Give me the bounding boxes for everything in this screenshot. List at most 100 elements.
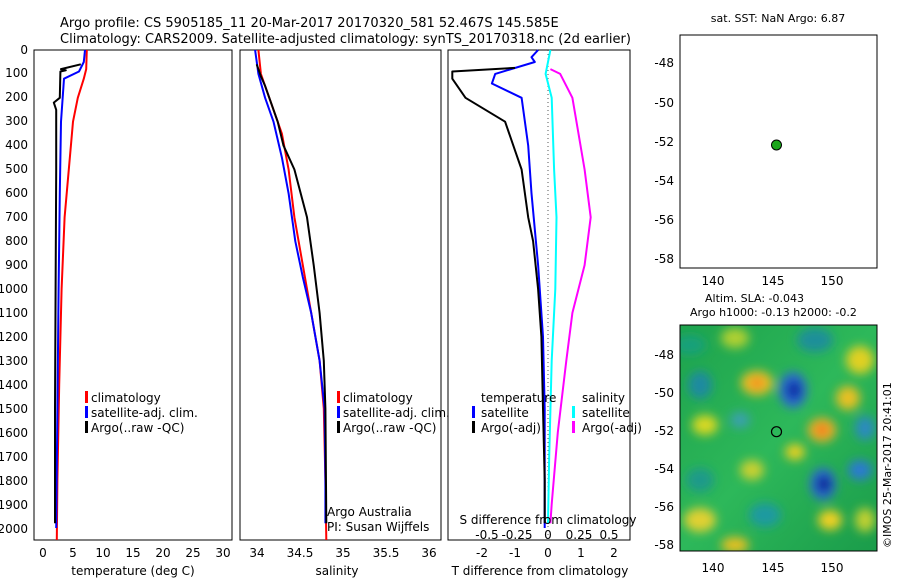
diff-legend-s-satellite: satellite [582,406,630,420]
sla-blob [749,503,781,527]
depth-tick-600: 600 [5,186,28,200]
t-tick-2: 2 [610,546,618,560]
s-tick-neg0.25: -0.25 [501,528,532,542]
depth-tick-1200: 1200 [0,330,28,344]
salinity-axis-label: salinity [315,564,358,578]
diff-legend-t-argo: Argo(-adj) [481,421,541,435]
sla-blob [836,386,860,410]
t-tick-0: 0 [544,546,552,560]
depth-tick-0: 0 [20,43,28,57]
sst-lon-tick-145: 145 [762,274,785,288]
series-line-salinity-satellite [544,49,558,524]
sla-blob [787,381,801,399]
difference-legend: temperature salinity satellite Argo(-adj… [472,391,642,435]
sst-map-y-axis: -48 -50 -52 -54 -56 -58 [654,56,674,266]
depth-tick-1300: 1300 [0,354,28,368]
header-line-1: Argo profile: CS 5905185_11 20-Mar-2017 … [60,16,559,31]
sst-lat-tick-50: -50 [654,96,674,110]
sla-blob [817,476,831,492]
sst-lat-tick-48: -48 [654,56,674,70]
sla-blob [750,378,764,388]
sal-tick-35: 35 [335,546,350,560]
depth-tick-1600: 1600 [0,426,28,440]
sla-blob [721,328,749,348]
depth-tick-1800: 1800 [0,474,28,488]
sst-lat-tick-52: -52 [654,135,674,149]
temperature-panel-frame [33,49,233,541]
sal-legend-argo: Argo(..raw -QC) [343,421,436,435]
temp-tick-10: 10 [95,546,110,560]
depth-tick-1000: 1000 [0,282,28,296]
sst-lon-tick-140: 140 [702,274,725,288]
temp-tick-20: 20 [155,546,170,560]
diff-legend-s-argo: Argo(-adj) [582,421,642,435]
legend-swatch-satellite [85,406,88,418]
sla-blob [797,328,833,352]
altim-lon-tick-150: 150 [821,561,844,575]
t-tick-neg1: -1 [509,546,521,560]
sla-blob [855,508,875,532]
sst-lat-tick-56: -56 [654,213,674,227]
difference-lines [451,49,592,528]
diff-bottom-axis-label: T difference from climatology [451,564,629,578]
sla-blob [686,468,714,492]
diff-legend-swatch-t-satellite [472,406,475,418]
sla-blob [740,460,764,480]
sal-tick-35.5: 35.5 [373,546,400,560]
altim-lat-tick-54: -54 [654,462,674,476]
temp-tick-15: 15 [125,546,140,560]
legend-header-temperature: temperature [481,391,556,405]
legend-argo: Argo(..raw -QC) [91,421,184,435]
salinity-lines [254,49,328,541]
temperature-x-axis: 0 5 10 15 20 25 30 temperature (deg C) [39,546,230,578]
legend-swatch-climatology [85,391,88,403]
s-tick-0.25: 0.25 [566,528,593,542]
salinity-panel-frame [239,49,442,541]
altim-lat-tick-50: -50 [654,386,674,400]
difference-x-axis: S difference from climatology -0.5 -0.25… [451,513,637,578]
sal-legend-satellite: satellite-adj. clim. [343,406,450,420]
series-line-climatology [55,49,88,541]
altim-lat-tick-58: -58 [654,538,674,552]
diff-legend-swatch-s-argo [572,421,575,433]
sst-map-title: sat. SST: NaN Argo: 6.87 [711,12,845,25]
temperature-lines [52,49,88,541]
legend-satellite: satellite-adj. clim. [91,406,198,420]
diff-legend-t-satellite: satellite [481,406,529,420]
temp-tick-25: 25 [185,546,200,560]
sal-legend-swatch-climatology [337,391,340,403]
series-line-argo-raw-qc- [52,63,82,524]
altim-lon-tick-145: 145 [762,561,785,575]
series-line-salinity-argo-adj- [549,68,592,524]
sal-legend-swatch-satellite [337,406,340,418]
s-tick-0: 0 [544,528,552,542]
sla-blob [855,416,875,440]
annotation-argo-australia: Argo Australia [327,505,412,519]
temperature-legend: climatology satellite-adj. clim. Argo(..… [85,391,198,435]
depth-tick-2000: 2000 [0,522,28,536]
depth-tick-1500: 1500 [0,402,28,416]
altim-title-line-1: Altim. SLA: -0.043 [705,292,804,305]
float-position-marker [771,139,782,151]
altim-lat-tick-52: -52 [654,424,674,438]
depth-tick-1900: 1900 [0,498,28,512]
depth-tick-800: 800 [5,234,28,248]
header-line-2: Climatology: CARS2009. Satellite-adjuste… [60,32,631,47]
altim-title-line-2: Argo h1000: -0.13 h2000: -0.2 [690,306,857,319]
sla-blob [688,371,712,399]
depth-tick-1100: 1100 [0,306,28,320]
series-line-satellite-adj-clim- [55,49,86,529]
temp-tick-5: 5 [69,546,77,560]
sal-legend-swatch-argo [337,421,340,433]
series-line-temperature-argo-adj- [451,66,546,524]
sla-blob [721,537,749,551]
sla-blob [730,412,750,428]
sal-tick-34: 34 [249,546,264,560]
t-tick-1: 1 [577,546,585,560]
salinity-legend: climatology satellite-adj. clim. Argo(..… [337,391,450,435]
temp-tick-30: 30 [215,546,230,560]
sst-lat-tick-54: -54 [654,174,674,188]
altim-map-x-axis: 140 145 150 [702,561,844,575]
sst-lat-tick-58: -58 [654,252,674,266]
sla-blob [692,415,718,435]
